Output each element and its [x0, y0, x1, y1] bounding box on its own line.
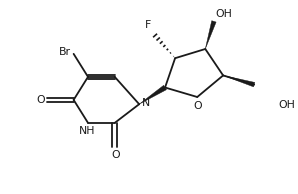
Text: OH: OH [278, 100, 295, 110]
Polygon shape [139, 85, 167, 104]
Polygon shape [205, 21, 216, 49]
Polygon shape [223, 75, 255, 87]
Text: O: O [194, 101, 202, 111]
Text: Br: Br [59, 48, 71, 57]
Text: O: O [112, 150, 120, 160]
Text: F: F [145, 20, 151, 30]
Text: OH: OH [215, 9, 232, 18]
Text: O: O [36, 95, 45, 105]
Text: N: N [142, 98, 150, 108]
Text: NH: NH [79, 126, 96, 136]
